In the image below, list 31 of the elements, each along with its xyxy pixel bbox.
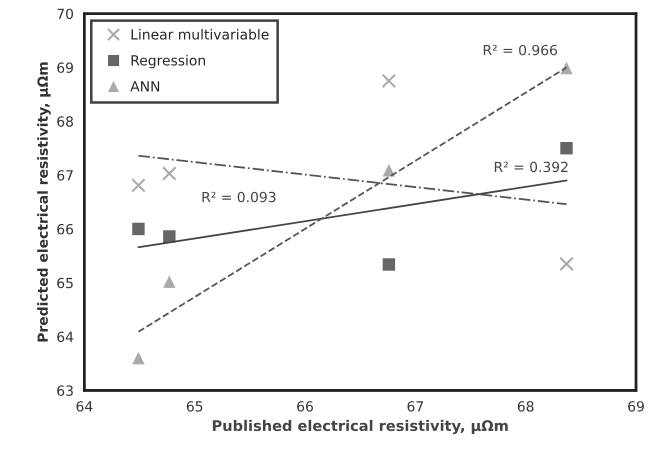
legend-label: ANN bbox=[130, 81, 160, 92]
y-tick-label: 63 bbox=[57, 385, 73, 396]
y-tick-label: 70 bbox=[57, 8, 74, 20]
x-tick-label: 66 bbox=[297, 401, 313, 412]
legend-label: Linear multivariable bbox=[132, 28, 269, 40]
x-tick-label: 69 bbox=[628, 401, 644, 412]
y-tick-label: 69 bbox=[57, 62, 73, 73]
x-tick-label: 64 bbox=[76, 401, 92, 412]
point bbox=[162, 166, 177, 181]
legend-label: Regression bbox=[132, 54, 205, 68]
annotation: R² = 0.093 bbox=[202, 192, 276, 202]
point bbox=[560, 142, 573, 154]
y-tick-label: 66 bbox=[57, 224, 74, 234]
y-tick-label: 67 bbox=[57, 170, 73, 181]
x-tick-label: 65 bbox=[186, 401, 202, 412]
point bbox=[382, 74, 396, 88]
point bbox=[382, 258, 396, 271]
x-tick-label: 68 bbox=[518, 401, 534, 412]
point bbox=[163, 275, 176, 288]
point bbox=[132, 352, 145, 364]
point bbox=[559, 256, 574, 272]
y-tick-label: 68 bbox=[57, 116, 74, 127]
y-axis-title: Predicted electrical resistivity, μΩm bbox=[37, 62, 51, 342]
annotation: R² = 0.392 bbox=[494, 162, 568, 172]
point bbox=[131, 178, 146, 193]
x-tick-label: 67 bbox=[407, 401, 424, 412]
point bbox=[132, 222, 145, 236]
annotation: R² = 0.966 bbox=[484, 44, 558, 56]
y-tick-label: 65 bbox=[57, 278, 73, 288]
y-tick-label: 64 bbox=[57, 332, 74, 342]
x-axis-title: Published electrical resistivity, μΩm bbox=[212, 420, 508, 434]
